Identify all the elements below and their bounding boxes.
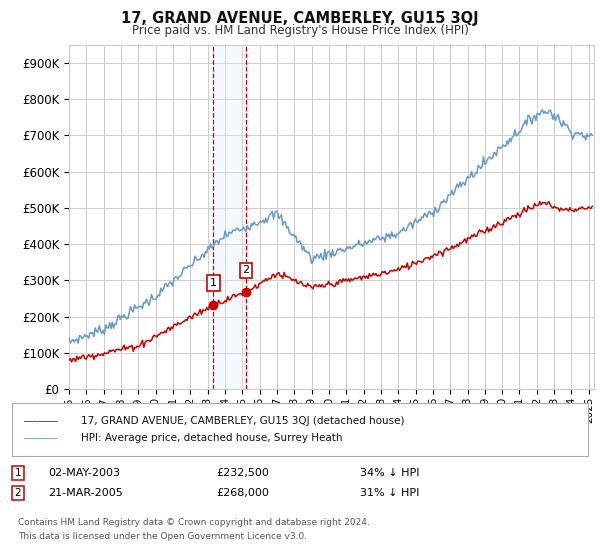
Text: 21-MAR-2005: 21-MAR-2005 [48, 488, 123, 498]
Text: 1: 1 [210, 278, 217, 288]
Text: 34% ↓ HPI: 34% ↓ HPI [360, 468, 419, 478]
Text: Contains HM Land Registry data © Crown copyright and database right 2024.: Contains HM Land Registry data © Crown c… [18, 518, 370, 527]
Text: 1: 1 [14, 468, 22, 478]
Text: 2: 2 [14, 488, 22, 498]
Bar [214, 45, 246, 389]
Text: Price paid vs. HM Land Registry's House Price Index (HPI): Price paid vs. HM Land Registry's House … [131, 24, 469, 36]
Text: 31% ↓ HPI: 31% ↓ HPI [360, 488, 419, 498]
Text: £268,000: £268,000 [216, 488, 269, 498]
Text: 02-MAY-2003: 02-MAY-2003 [48, 468, 120, 478]
Text: 2: 2 [242, 265, 250, 276]
Text: —————: ————— [24, 417, 58, 426]
Text: —————: ————— [24, 433, 58, 443]
Text: HPI: Average price, detached house, Surrey Heath: HPI: Average price, detached house, Surr… [81, 433, 343, 443]
Text: This data is licensed under the Open Government Licence v3.0.: This data is licensed under the Open Gov… [18, 532, 307, 541]
Text: £232,500: £232,500 [216, 468, 269, 478]
Text: 17, GRAND AVENUE, CAMBERLEY, GU15 3QJ: 17, GRAND AVENUE, CAMBERLEY, GU15 3QJ [121, 11, 479, 26]
Text: 17, GRAND AVENUE, CAMBERLEY, GU15 3QJ (detached house): 17, GRAND AVENUE, CAMBERLEY, GU15 3QJ (d… [81, 417, 404, 426]
